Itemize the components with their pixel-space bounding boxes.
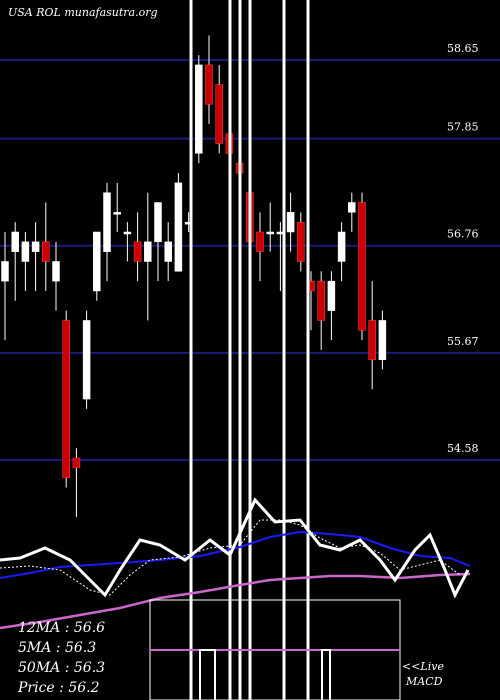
- y-tick-label: 58.65: [447, 42, 479, 55]
- candle-up: [113, 212, 121, 215]
- candles: [1, 35, 387, 518]
- candle-up: [337, 231, 346, 262]
- candle-down: [42, 241, 50, 262]
- candle-up: [103, 192, 111, 252]
- candle-up: [266, 231, 274, 235]
- candle-up: [93, 231, 101, 292]
- macd-live-label: <<Live: [402, 660, 444, 673]
- candle-down: [72, 457, 81, 469]
- candle-down: [256, 231, 264, 252]
- moving-average-lines: [0, 497, 471, 630]
- chart-title: USA ROL munafasutra.org: [8, 6, 158, 19]
- candle-down: [205, 64, 213, 105]
- y-tick-labels: 58.65 57.85 56.76 55.67 54.58: [447, 42, 479, 455]
- candle-up: [82, 320, 91, 400]
- macd-bar: [321, 649, 331, 700]
- candle-up: [52, 261, 60, 282]
- candle-up: [195, 64, 203, 154]
- ma5-line: [0, 519, 461, 596]
- candle-up: [31, 241, 40, 252]
- ma12-readout: 12MA : 56.6: [18, 620, 105, 636]
- candle-up: [286, 212, 295, 233]
- candle-up: [327, 280, 336, 311]
- candle-up: [11, 231, 19, 252]
- macd-panel: [149, 599, 401, 700]
- candle-up: [164, 241, 172, 262]
- candle-down: [358, 202, 366, 331]
- y-tick-label: 57.85: [447, 121, 479, 134]
- ma50-readout: 50MA : 56.3: [18, 660, 105, 676]
- candle-down: [368, 320, 376, 361]
- candle-down: [62, 320, 70, 478]
- candle-up: [144, 241, 152, 262]
- candle-up: [378, 320, 387, 361]
- macd-label: MACD: [405, 675, 443, 688]
- candle-up: [1, 261, 9, 282]
- y-tick-label: 54.58: [447, 442, 479, 455]
- price-readout: Price : 56.2: [17, 680, 100, 696]
- candle-down: [317, 280, 325, 321]
- candle-up: [174, 182, 183, 272]
- candle-up: [123, 231, 132, 235]
- y-tick-label: 56.76: [447, 228, 479, 241]
- candle-up: [154, 202, 162, 243]
- macd-bar: [199, 649, 216, 700]
- candle-up: [348, 202, 356, 213]
- y-tick-label: 55.67: [447, 335, 479, 348]
- indicator-readout: 12MA : 56.6 5MA : 56.3 50MA : 56.3 Price…: [17, 620, 105, 696]
- candle-down: [133, 241, 142, 262]
- candle-up: [21, 241, 30, 262]
- candle-down: [297, 221, 305, 262]
- ma5-readout: 5MA : 56.3: [18, 640, 96, 656]
- price-line: [0, 497, 470, 599]
- candle-down: [215, 84, 223, 144]
